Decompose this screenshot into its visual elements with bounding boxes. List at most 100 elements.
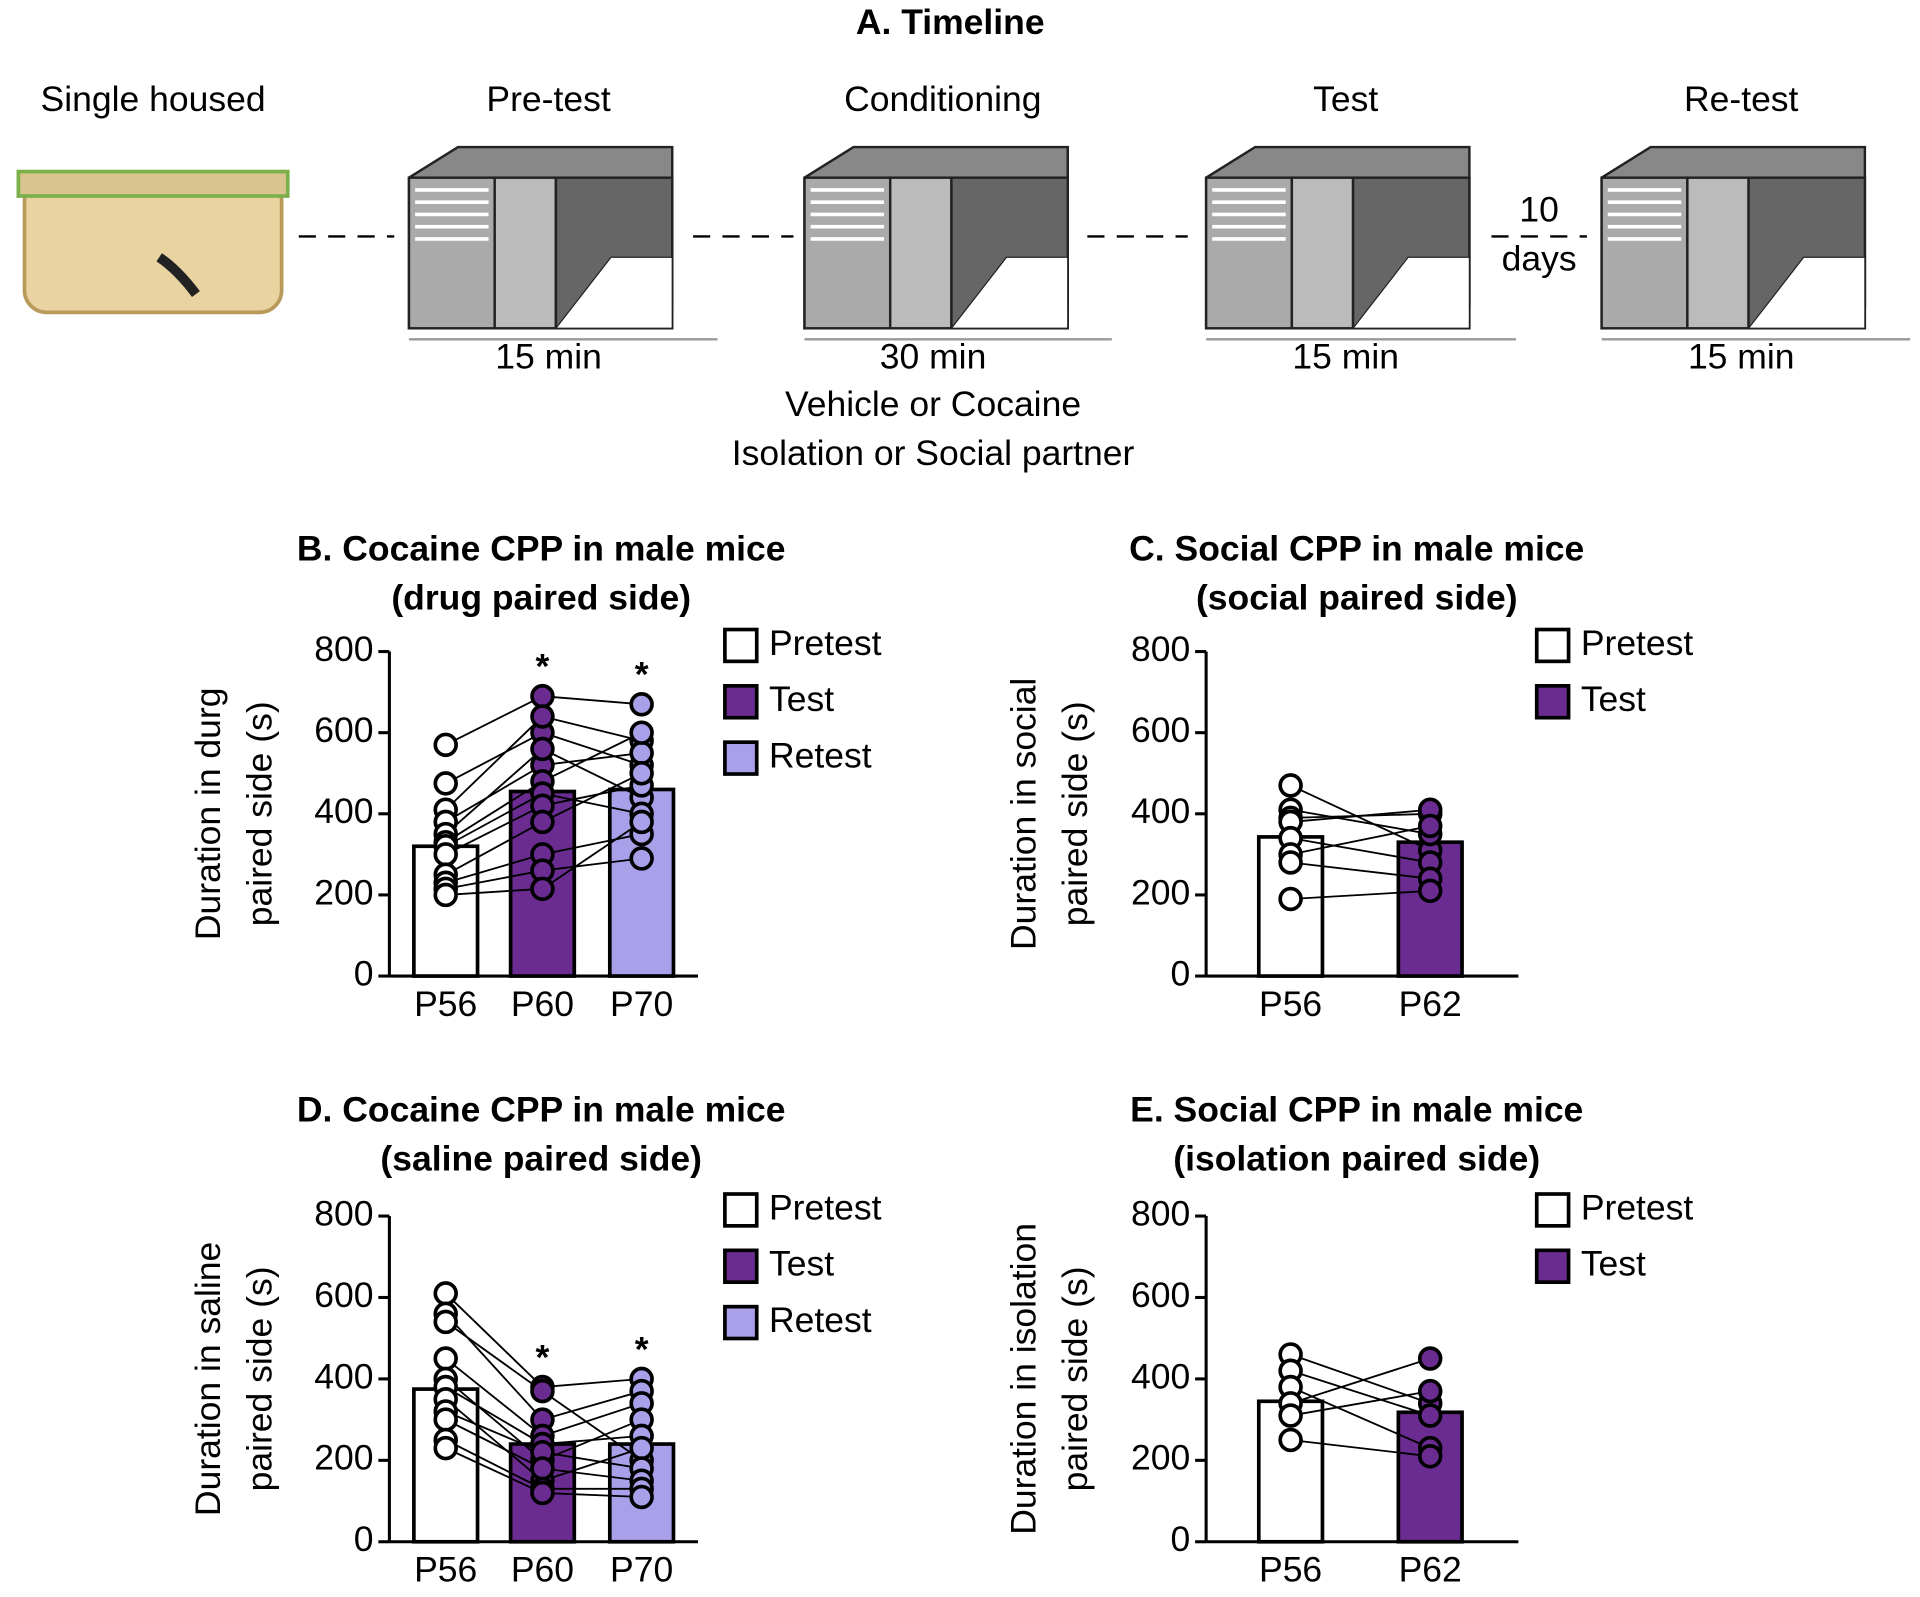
chamber-floor bbox=[554, 256, 673, 329]
chart-title: D. Cocaine CPP in male mice bbox=[297, 1089, 786, 1129]
y-tick-label: 400 bbox=[314, 791, 373, 831]
subject-point bbox=[530, 1378, 555, 1404]
subject-line bbox=[1290, 1369, 1431, 1417]
x-tick-label: P56 bbox=[414, 984, 477, 1024]
subject-line bbox=[445, 1447, 543, 1494]
y-tick-label: 600 bbox=[314, 1275, 373, 1315]
y-tick-label: 400 bbox=[1131, 791, 1190, 831]
subject-point bbox=[433, 771, 458, 796]
subject-line bbox=[1290, 1439, 1431, 1458]
x-tick-label: P62 bbox=[1399, 984, 1462, 1024]
subject-line bbox=[445, 780, 543, 843]
subject-line bbox=[542, 695, 642, 706]
subject-line bbox=[445, 1439, 543, 1490]
y-tick-label: 400 bbox=[1131, 1356, 1190, 1396]
chart-title: (social paired side) bbox=[1196, 578, 1518, 618]
chart-title: (isolation paired side) bbox=[1173, 1138, 1540, 1178]
subject-point bbox=[530, 876, 555, 902]
legend-label: Pretest bbox=[769, 623, 882, 663]
subject-line bbox=[445, 1357, 544, 1437]
chart: C. Social CPP in male mice (social paired… bbox=[1003, 529, 1693, 1025]
subject-point bbox=[1417, 1444, 1443, 1469]
x-tick-label: P56 bbox=[1259, 984, 1322, 1024]
chart: D. Cocaine CPP in male mice (saline paire… bbox=[188, 1089, 882, 1589]
subject-line bbox=[445, 1418, 543, 1470]
chart-title: (drug paired side) bbox=[391, 578, 691, 618]
subject-line bbox=[542, 1402, 642, 1437]
subject-line bbox=[1290, 1357, 1431, 1405]
subject-point bbox=[530, 1456, 555, 1481]
y-tick-label: 0 bbox=[354, 953, 374, 993]
x-tick-label: P60 bbox=[511, 1550, 574, 1590]
subject-point bbox=[629, 809, 654, 835]
subject-point bbox=[629, 692, 654, 717]
subject-line bbox=[542, 1390, 642, 1421]
subject-point bbox=[433, 842, 458, 867]
y-tick-label: 0 bbox=[1170, 1519, 1190, 1559]
subject-line bbox=[445, 715, 544, 811]
subject-line bbox=[1290, 837, 1431, 864]
subject-line bbox=[542, 857, 642, 872]
legend-label: Retest bbox=[769, 735, 872, 775]
y-axis-label: Duration in social bbox=[1003, 678, 1043, 950]
y-tick-label: 800 bbox=[314, 1193, 373, 1233]
subject-line bbox=[542, 731, 643, 783]
subject-line bbox=[541, 821, 643, 890]
subject-point bbox=[1278, 1427, 1303, 1453]
subject-point bbox=[433, 1309, 458, 1335]
legend-label: Pretest bbox=[1581, 1187, 1694, 1227]
y-tick-label: 600 bbox=[1131, 1275, 1190, 1315]
subject-line bbox=[445, 731, 543, 785]
legend-swatch bbox=[723, 1248, 759, 1285]
y-tick-label: 800 bbox=[314, 629, 373, 669]
subject-line bbox=[542, 731, 642, 767]
subject-line bbox=[542, 1377, 642, 1388]
y-tick-label: 200 bbox=[314, 1438, 373, 1478]
y-tick-label: 0 bbox=[1170, 953, 1190, 993]
subject-line bbox=[445, 1410, 543, 1454]
legend-swatch bbox=[723, 1192, 759, 1228]
subject-line bbox=[542, 1434, 642, 1445]
subject-line bbox=[542, 772, 643, 823]
chart-title: B. Cocaine CPP in male mice bbox=[297, 529, 786, 569]
chamber-left bbox=[803, 176, 892, 330]
stage-duration: 15 min bbox=[495, 336, 602, 376]
subject-point bbox=[629, 846, 654, 871]
chamber-mid bbox=[1290, 176, 1355, 330]
y-tick-label: 200 bbox=[314, 872, 373, 912]
y-axis-label: Duration in saline bbox=[188, 1242, 228, 1516]
subject-point bbox=[433, 732, 458, 758]
significance: * bbox=[635, 1329, 649, 1369]
subject-line bbox=[542, 715, 642, 742]
subject-point bbox=[1278, 850, 1303, 875]
subject-point bbox=[1278, 1403, 1303, 1428]
subject-point bbox=[530, 736, 555, 762]
subject-line bbox=[542, 1467, 642, 1482]
stage-duration: 15 min bbox=[1292, 336, 1399, 376]
legend-swatch bbox=[1534, 684, 1571, 720]
y-tick-label: 200 bbox=[1131, 1438, 1190, 1478]
legend-label: Pretest bbox=[769, 1187, 882, 1227]
stage-note: Vehicle or Cocaine bbox=[785, 384, 1081, 424]
x-tick-label: P70 bbox=[610, 1550, 673, 1590]
charts: B. Cocaine CPP in male mice (drug paired … bbox=[188, 529, 1693, 1590]
subject-line bbox=[445, 821, 543, 876]
y-tick-label: 400 bbox=[314, 1356, 373, 1396]
subject-line bbox=[445, 764, 543, 823]
legend-label: Retest bbox=[769, 1300, 872, 1340]
chart: E. Social CPP in male mice (isolation pai… bbox=[1003, 1089, 1693, 1589]
subject-point bbox=[433, 1435, 458, 1461]
legend-swatch bbox=[723, 740, 759, 776]
subject-line bbox=[445, 792, 543, 848]
chamber-mid bbox=[493, 176, 558, 330]
subject-point bbox=[1278, 886, 1303, 912]
subject-line bbox=[445, 804, 543, 856]
subject-point bbox=[530, 704, 555, 729]
legend-label: Test bbox=[769, 1244, 834, 1284]
subject-point bbox=[629, 720, 654, 745]
subject-line bbox=[1290, 889, 1431, 900]
subject-point bbox=[629, 740, 654, 766]
chart-title: (saline paired side) bbox=[380, 1138, 702, 1178]
